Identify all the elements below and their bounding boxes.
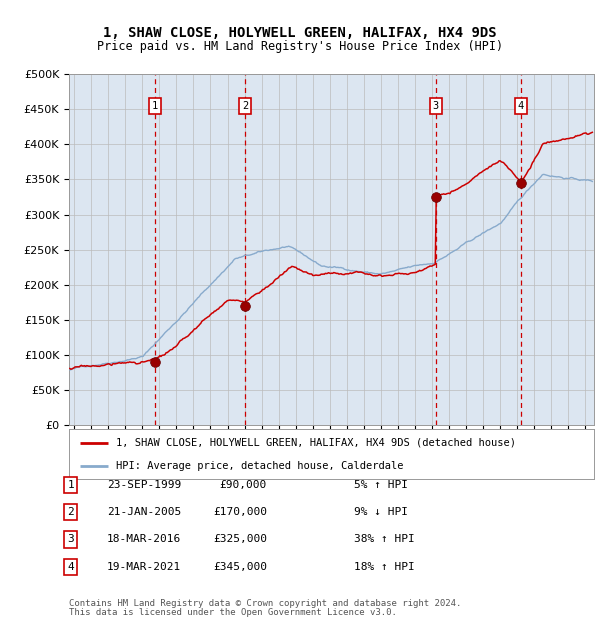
Text: 21-JAN-2005: 21-JAN-2005 [107,507,181,517]
Text: £345,000: £345,000 [213,562,267,572]
Text: 3: 3 [433,101,439,111]
Text: 9% ↓ HPI: 9% ↓ HPI [354,507,408,517]
Text: £325,000: £325,000 [213,534,267,544]
Text: 4: 4 [518,101,524,111]
Text: 19-MAR-2021: 19-MAR-2021 [107,562,181,572]
Text: Contains HM Land Registry data © Crown copyright and database right 2024.: Contains HM Land Registry data © Crown c… [69,598,461,608]
Text: 1: 1 [67,480,74,490]
Text: 2: 2 [242,101,248,111]
Text: 23-SEP-1999: 23-SEP-1999 [107,480,181,490]
Text: Price paid vs. HM Land Registry's House Price Index (HPI): Price paid vs. HM Land Registry's House … [97,40,503,53]
Text: 5% ↑ HPI: 5% ↑ HPI [354,480,408,490]
Text: 2: 2 [67,507,74,517]
Text: £90,000: £90,000 [220,480,267,490]
Text: HPI: Average price, detached house, Calderdale: HPI: Average price, detached house, Cald… [116,461,404,471]
Text: 38% ↑ HPI: 38% ↑ HPI [354,534,415,544]
Text: 1, SHAW CLOSE, HOLYWELL GREEN, HALIFAX, HX4 9DS: 1, SHAW CLOSE, HOLYWELL GREEN, HALIFAX, … [103,26,497,40]
Text: 18% ↑ HPI: 18% ↑ HPI [354,562,415,572]
Text: 1: 1 [152,101,158,111]
Text: 3: 3 [67,534,74,544]
Text: This data is licensed under the Open Government Licence v3.0.: This data is licensed under the Open Gov… [69,608,397,617]
Text: £170,000: £170,000 [213,507,267,517]
Text: 4: 4 [67,562,74,572]
Text: 1, SHAW CLOSE, HOLYWELL GREEN, HALIFAX, HX4 9DS (detached house): 1, SHAW CLOSE, HOLYWELL GREEN, HALIFAX, … [116,438,516,448]
Text: 18-MAR-2016: 18-MAR-2016 [107,534,181,544]
